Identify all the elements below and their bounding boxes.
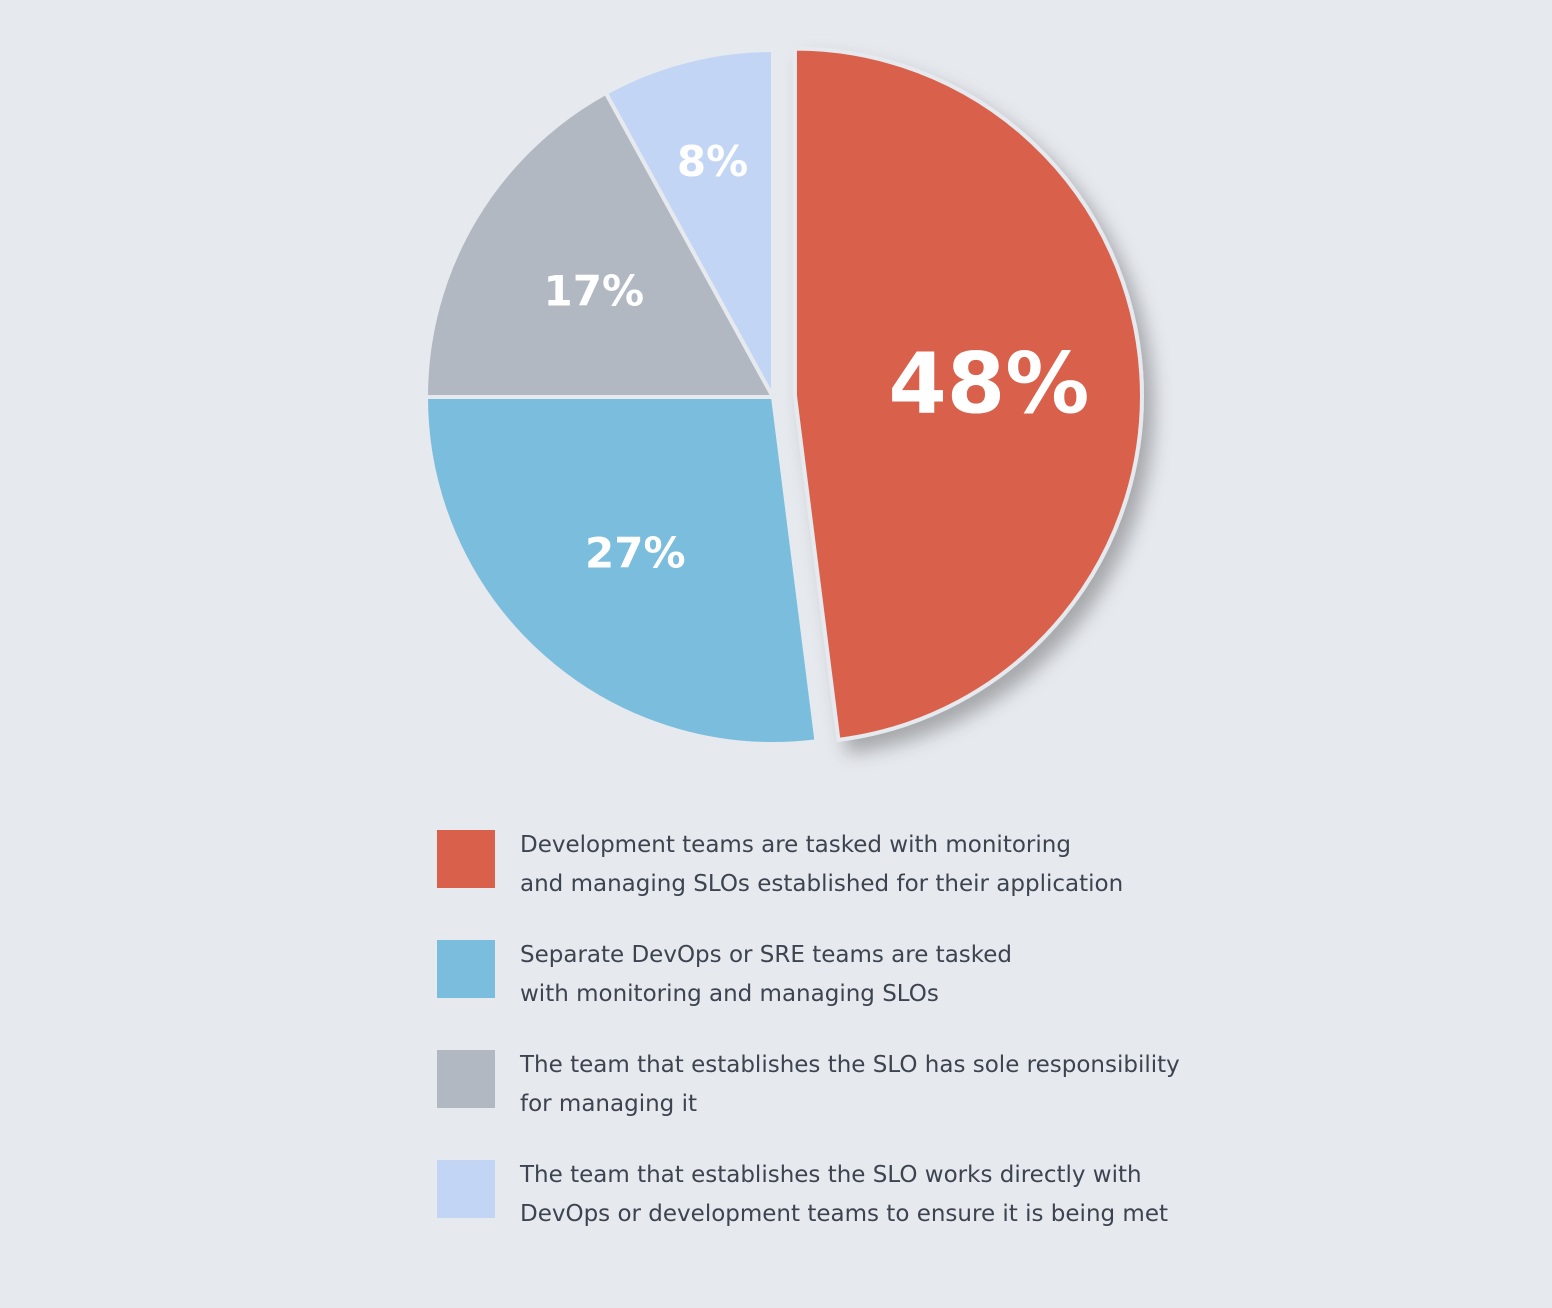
legend-label: The team that establishes the SLO works … <box>520 1162 1169 1227</box>
slice-labels: 48% 27% 17% 8% <box>544 137 1090 577</box>
slice-label: 27% <box>585 529 686 578</box>
legend-swatch <box>437 940 495 998</box>
legend-swatch <box>437 1050 495 1108</box>
pie-slice <box>603 47 775 398</box>
pie-slice <box>423 90 777 399</box>
pie-chart: 48% 27% 17% 8% <box>423 46 1144 746</box>
legend-swatch <box>437 1160 495 1218</box>
slice-label: 48% <box>888 334 1089 432</box>
pie-slice <box>423 395 819 746</box>
slice-label: 8% <box>677 137 748 186</box>
legend-label: Separate DevOps or SRE teams are tasked … <box>520 942 1013 1007</box>
legend-label: Development teams are tasked with monito… <box>520 832 1124 897</box>
pie-slice <box>792 46 1144 743</box>
legend-swatch <box>437 830 495 888</box>
legend-label: The team that establishes the SLO has so… <box>520 1052 1180 1117</box>
slice-label: 17% <box>544 267 645 316</box>
slices <box>423 46 1144 746</box>
